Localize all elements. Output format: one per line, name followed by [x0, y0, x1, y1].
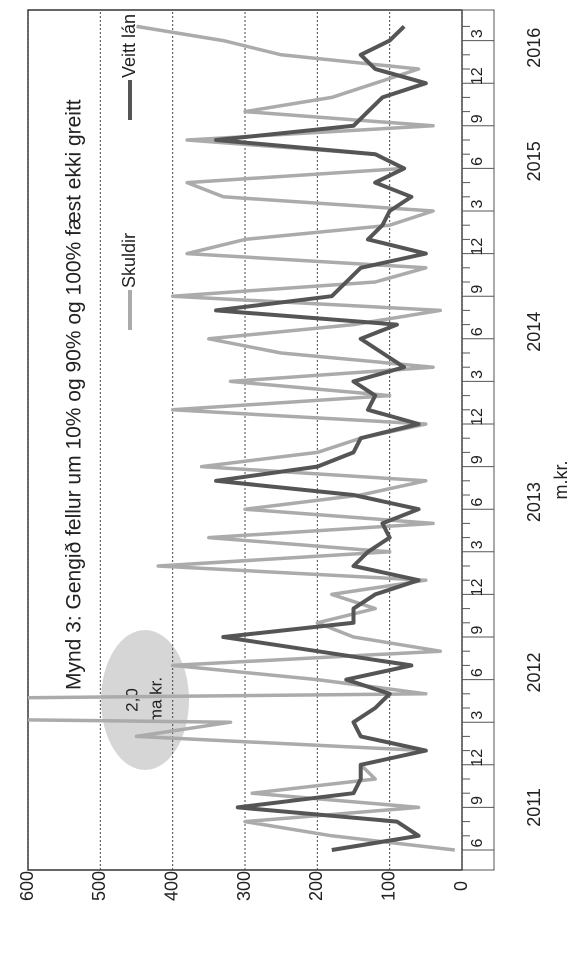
x-tick-label: 12	[469, 749, 486, 767]
annotation-bubble	[101, 630, 189, 770]
annotation: 2,0	[122, 688, 141, 712]
x-tick-label: 12	[469, 578, 486, 596]
y-tick-label: 500	[89, 871, 109, 901]
x-tick-label: 9	[469, 625, 486, 634]
year-label: 2011	[524, 788, 544, 827]
x-tick-label: 3	[469, 199, 486, 208]
tick-strip	[461, 9, 495, 871]
x-tick-label: 9	[469, 455, 486, 464]
year-label: 2014	[524, 312, 544, 352]
year-label: 2013	[524, 482, 544, 522]
x-tick-label: 3	[469, 29, 486, 38]
year-label: 2015	[524, 141, 544, 181]
y-tick-label: 300	[234, 871, 254, 901]
x-tick-label: 9	[469, 796, 486, 805]
series-line	[214, 24, 428, 852]
y-tick-label: 200	[306, 871, 326, 901]
x-tick-label: 3	[469, 540, 486, 549]
x-tick-label: 9	[469, 285, 486, 294]
x-tick-label: 6	[469, 498, 486, 507]
year-label: 2012	[524, 652, 544, 692]
x-tick-label: 3	[469, 370, 486, 379]
x-tick-label: 6	[469, 838, 486, 847]
rotated-chart: Mynd 3: Gengið fellur um 10% og 90% og 1…	[17, 9, 571, 901]
legend-label: Skuldir	[119, 233, 139, 288]
legend-label: Veitt lán	[119, 14, 139, 78]
x-tick-label: 12	[469, 238, 486, 256]
x-tick-label: 6	[469, 668, 486, 677]
year-label: 2016	[524, 28, 544, 68]
chart-title: Mynd 3: Gengið fellur um 10% og 90% og 1…	[63, 99, 86, 690]
y-axis-title: m.kr.	[551, 461, 571, 500]
x-tick-label: 3	[469, 711, 486, 720]
y-tick-label: 600	[17, 871, 37, 901]
y-tick-label: 0	[451, 881, 471, 891]
y-tick-label: 400	[161, 871, 181, 901]
annotation: ma.kr.	[146, 677, 165, 723]
plot-area	[28, 24, 455, 852]
x-tick-label: 12	[469, 408, 486, 426]
x-tick-label: 9	[469, 114, 486, 123]
x-tick-label: 12	[469, 67, 486, 85]
x-tick-label: 6	[469, 157, 486, 166]
x-tick-label: 6	[469, 327, 486, 336]
y-tick-label: 100	[378, 871, 398, 901]
